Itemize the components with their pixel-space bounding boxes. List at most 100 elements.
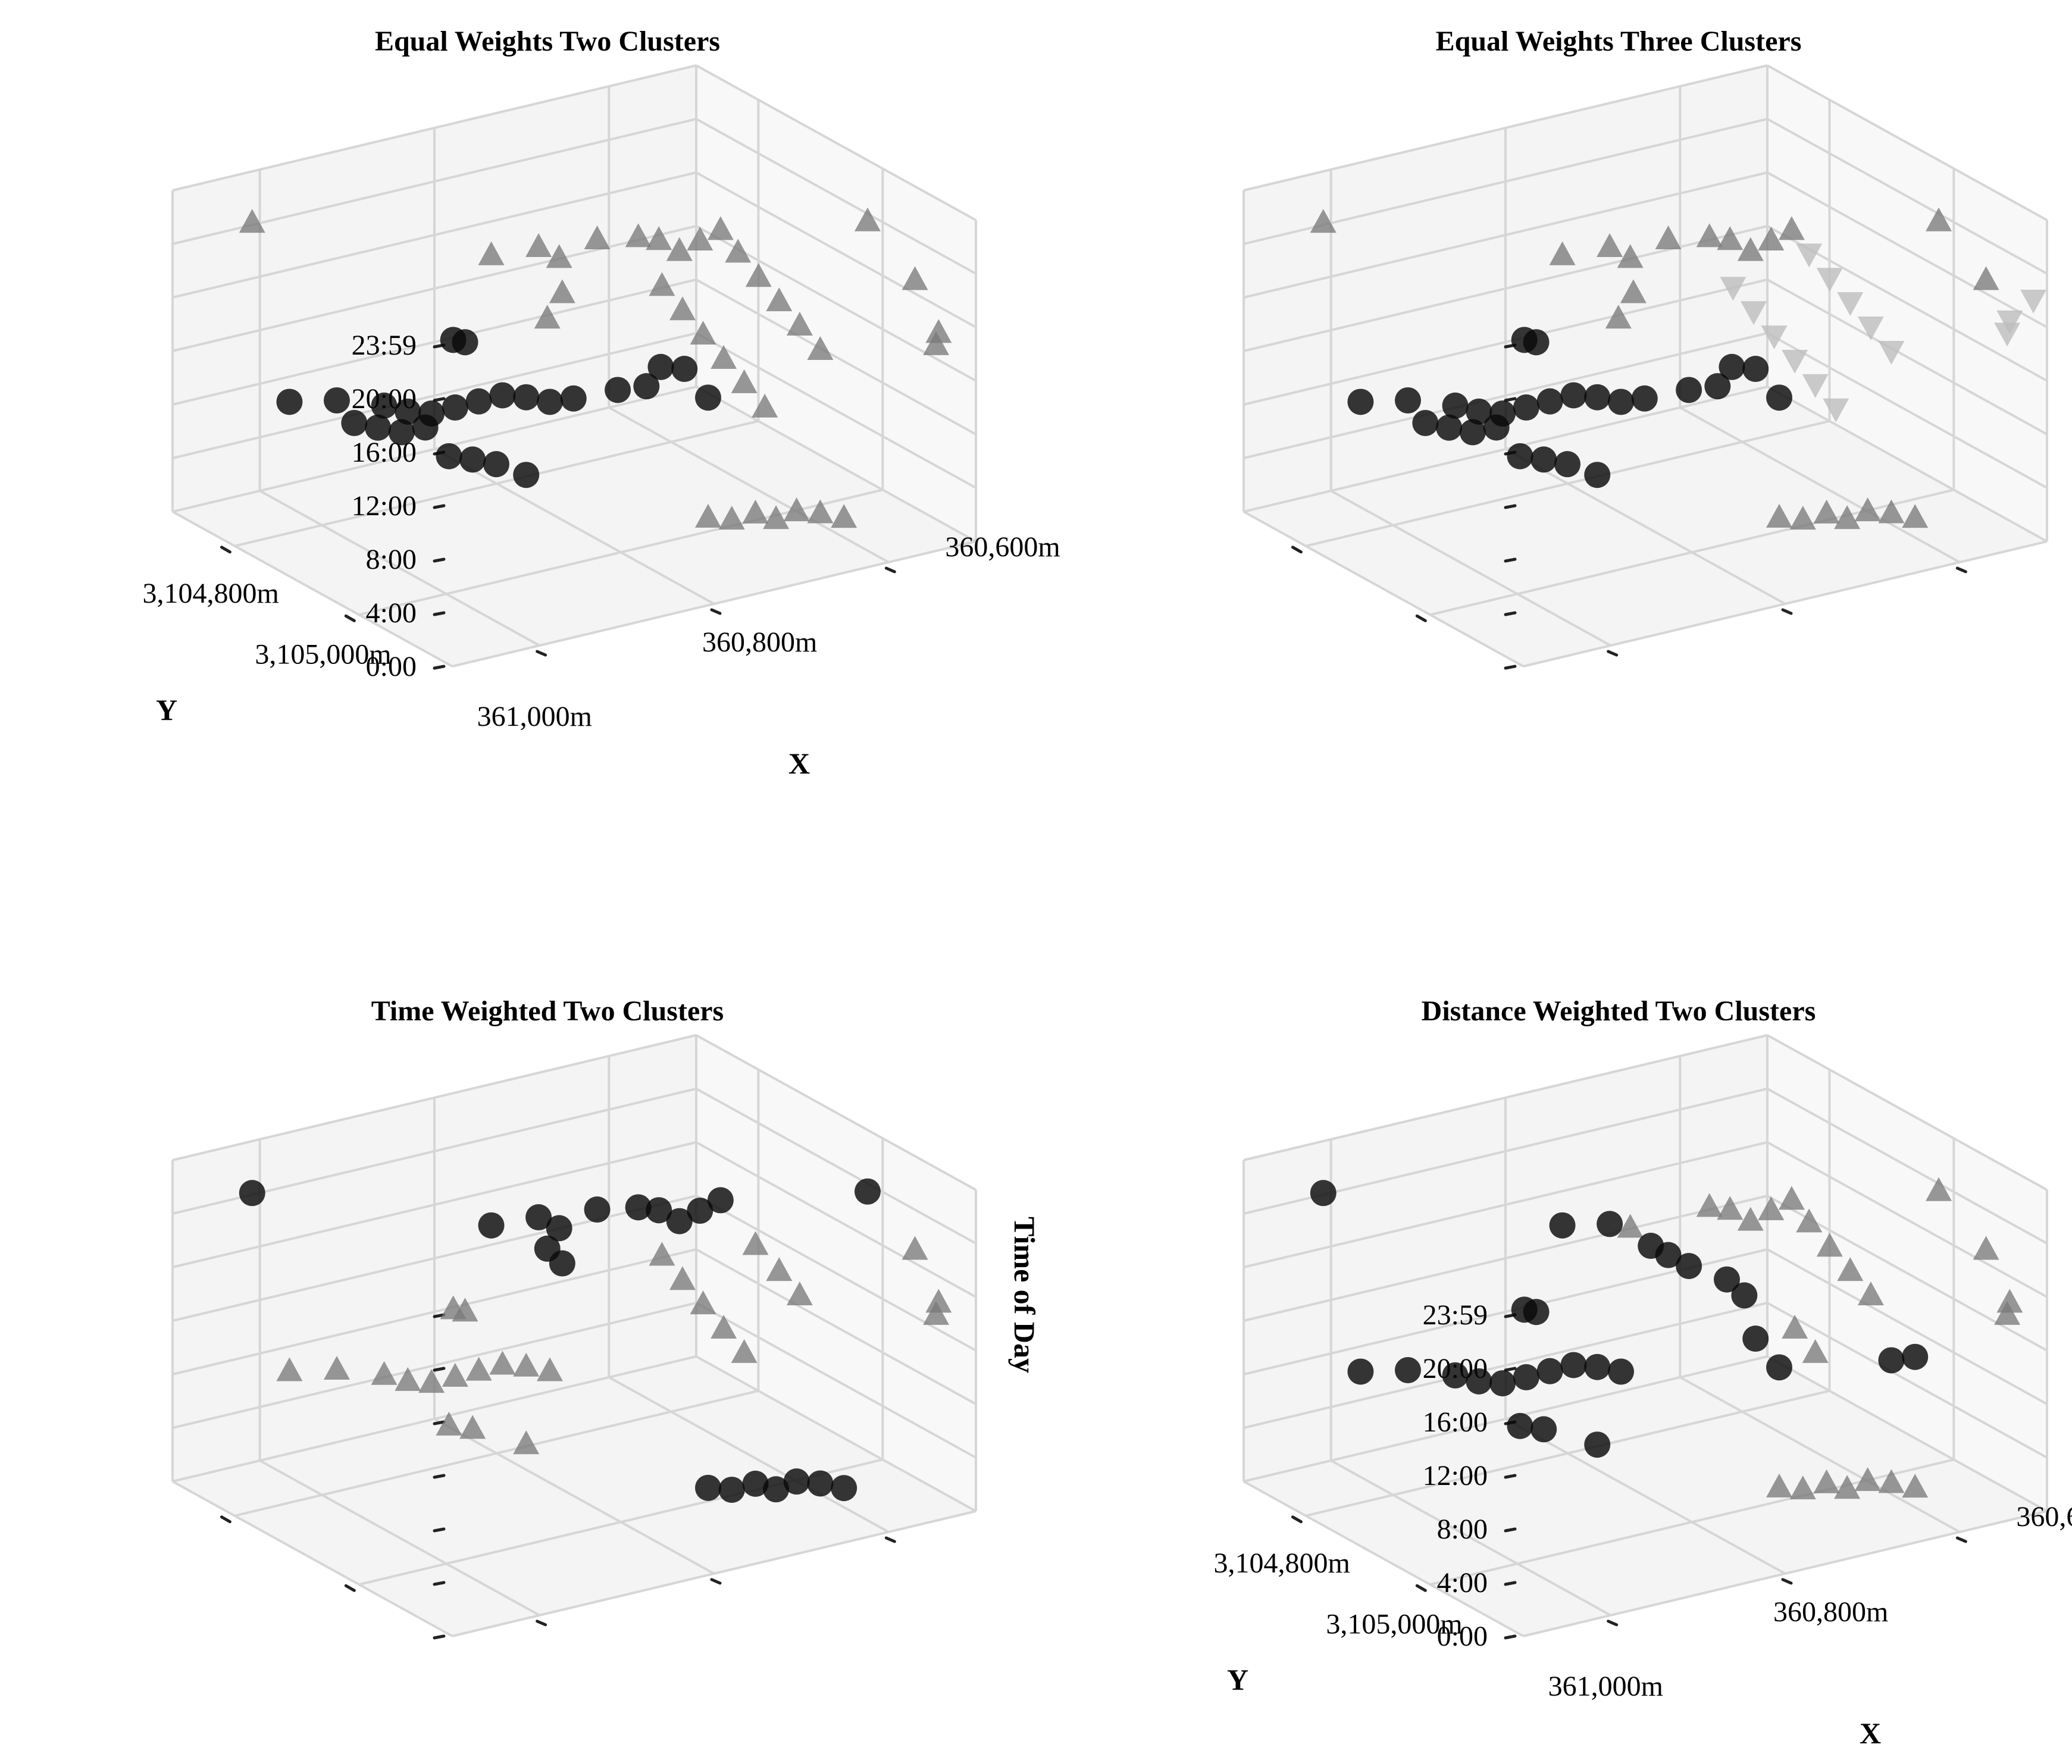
chart-title: Equal Weights Two Clusters (375, 26, 720, 57)
data-point (412, 414, 439, 441)
z-tick-label: 8:00 (366, 544, 417, 575)
z-tick-mark (433, 1581, 446, 1586)
data-point (1597, 1211, 1623, 1237)
gridline (696, 118, 976, 275)
data-point (440, 1295, 467, 1320)
gridline (1243, 1302, 1768, 1429)
data-point (534, 1235, 561, 1262)
data-point (763, 1476, 790, 1503)
chart-panel-1: Equal Weights Two Clusters 0:00 4:00 8:00 12… (142, 26, 1060, 780)
data-point (459, 1415, 486, 1439)
data-point (1761, 325, 1788, 350)
data-point (459, 446, 486, 473)
data-point (711, 1315, 737, 1339)
data-point (666, 237, 693, 261)
data-point (395, 1367, 421, 1391)
x-tick-mark (536, 650, 547, 657)
data-point (1717, 226, 1744, 250)
pane-edge (1243, 1480, 1524, 1637)
data-point (1513, 1364, 1539, 1390)
data-point (239, 1180, 265, 1207)
data-point (388, 419, 415, 446)
data-point (1584, 462, 1611, 488)
y-tick-mark (1291, 546, 1303, 554)
pane-edge (452, 540, 976, 668)
data-point (1696, 223, 1723, 247)
data-point (1742, 356, 1769, 383)
data-point (766, 287, 793, 312)
y-tick-label: 3,104,800m (1213, 1547, 1350, 1579)
z-tick-mark (1504, 665, 1517, 670)
data-point (1560, 1352, 1587, 1378)
data-point (731, 1339, 758, 1363)
z-tick-mark (433, 1367, 446, 1372)
gridline (696, 171, 976, 328)
data-point (1696, 1193, 1723, 1217)
data-point (1758, 1196, 1785, 1220)
gridline (696, 1355, 976, 1512)
gridline (172, 1195, 697, 1322)
gridline (1679, 406, 1961, 563)
z-tick-mark (433, 1527, 446, 1533)
gridline (1505, 448, 1786, 605)
data-point (671, 356, 698, 383)
data-point (440, 327, 467, 353)
data-point (1310, 1180, 1337, 1207)
gridline (1243, 225, 1768, 352)
data-point (483, 451, 509, 478)
z-tick-label: 12:00 (1423, 1460, 1488, 1492)
data-point (560, 385, 587, 412)
data-point (1676, 377, 1702, 403)
data-point (1802, 1339, 1829, 1363)
data-point (633, 373, 660, 400)
data-point (465, 1356, 492, 1381)
gridline (1243, 1195, 1768, 1322)
data-point (1631, 385, 1658, 412)
data-point (546, 244, 572, 268)
data-point (1857, 317, 1884, 341)
gridline (608, 1376, 890, 1533)
z-tick-label: 4:00 (1437, 1567, 1488, 1599)
data-point (1902, 504, 1929, 528)
gridline (234, 1389, 759, 1517)
y-tick-mark (344, 614, 356, 622)
z-tick-label: 0:00 (1437, 1621, 1488, 1652)
gridline (1767, 1034, 2048, 1191)
z-tick-label: 16:00 (1423, 1406, 1488, 1438)
data-point (1878, 499, 1905, 524)
series-gray-triangle (239, 207, 952, 530)
series-black-circle (1347, 327, 1792, 488)
gridline (172, 64, 697, 192)
data-point (786, 312, 813, 336)
gridline (1767, 278, 2048, 435)
data-point (1737, 237, 1764, 261)
data-point (711, 345, 737, 369)
x-axis-label: X (788, 747, 810, 780)
chart-panel-3: Time Weighted Two Clusters (171, 995, 977, 1640)
data-point (766, 1257, 793, 1282)
data-point (1554, 451, 1580, 478)
data-point (1466, 1368, 1492, 1395)
gridline (1243, 171, 1768, 299)
gridline (1330, 1459, 1611, 1616)
data-point (513, 1352, 540, 1377)
gridline (259, 1459, 540, 1616)
data-point (276, 1357, 303, 1381)
data-point (1902, 1474, 1929, 1498)
gridline (696, 1141, 976, 1298)
gridline (1767, 171, 2048, 328)
series-light-triangle_down (1720, 243, 2047, 422)
data-point (1994, 1301, 2021, 1325)
gridline (696, 1248, 976, 1405)
gridline (1243, 1355, 1768, 1483)
series-black-circle (276, 327, 721, 488)
x-tick-label: 361,000m (477, 701, 592, 732)
pane-edge (452, 1510, 976, 1637)
data-point (1608, 1358, 1634, 1385)
data-point (745, 263, 772, 287)
data-point (371, 392, 398, 419)
gridline (1767, 386, 2048, 543)
x-tick-label: 360,600m (2016, 1501, 2072, 1533)
data-point (646, 1197, 672, 1224)
data-point (1878, 340, 1905, 365)
